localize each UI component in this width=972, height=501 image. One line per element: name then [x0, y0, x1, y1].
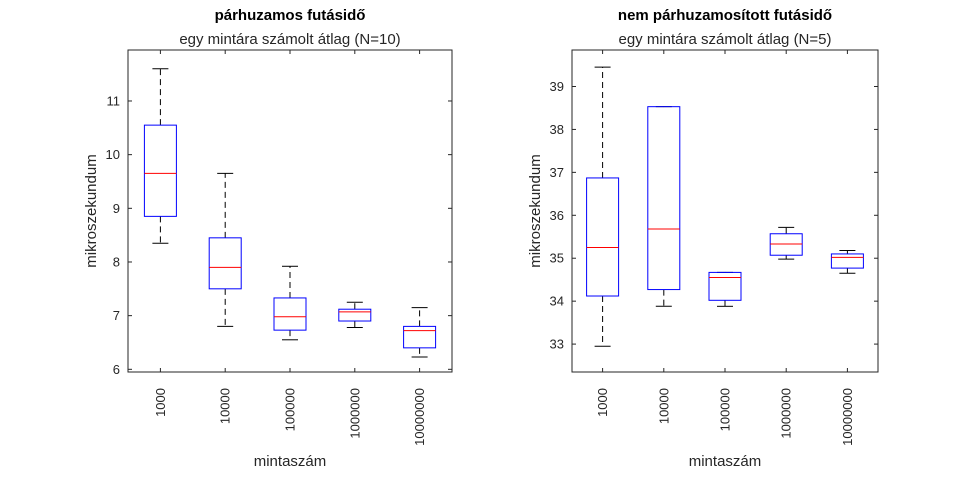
- left-x-tick-label: 1000000: [347, 388, 362, 439]
- left-boxes: [143, 68, 437, 358]
- left-x-tick-label: 10000: [218, 388, 233, 424]
- right-y-tick-label: 33: [550, 337, 564, 352]
- left-x-tick-label: 1000: [153, 388, 168, 417]
- left-x-tick-label: 10000000: [412, 388, 427, 446]
- left-chart-panel: párhuzamos futásidő egy mintára számolt …: [83, 7, 453, 470]
- box-iqr: [403, 325, 437, 349]
- right-x-tick-label: 10000: [656, 388, 671, 424]
- left-box-1000: [143, 68, 177, 244]
- right-y-tick-label: 35: [550, 251, 564, 266]
- left-y-tick-label: 10: [106, 147, 120, 162]
- right-box-100000: [708, 271, 742, 307]
- left-y-tick-label: 9: [113, 201, 120, 216]
- left-y-tick-label: 11: [107, 93, 121, 108]
- right-plot-area: [571, 49, 879, 373]
- right-x-axis-label: mintaszám: [689, 453, 762, 470]
- right-y-tick-label: 38: [550, 122, 564, 137]
- right-box-10000: [647, 106, 681, 307]
- box-iqr: [647, 106, 681, 291]
- box-iqr: [143, 124, 177, 217]
- left-y-tick-label: 7: [113, 308, 120, 323]
- left-plot-area: [127, 49, 453, 373]
- right-y-tick-label: 39: [550, 79, 564, 94]
- right-y-tick-label: 36: [550, 208, 564, 223]
- box-iqr: [708, 271, 742, 301]
- left-x-axis-label: mintaszám: [254, 453, 327, 470]
- right-x-tick-label: 1000: [595, 388, 610, 417]
- left-chart-title: párhuzamos futásidő: [215, 7, 366, 24]
- right-chart-title: nem párhuzamosított futásidő: [618, 7, 832, 24]
- left-y-axis-label: mikroszekundum: [83, 154, 100, 267]
- right-x-tick-label: 10000000: [840, 388, 855, 446]
- box-iqr: [830, 253, 864, 269]
- left-y-tick-label: 6: [113, 362, 120, 377]
- left-y-axis: 6 7 8 9 10 11: [106, 93, 452, 377]
- right-box-1000000: [769, 226, 803, 260]
- box-iqr: [273, 297, 307, 331]
- right-y-tick-label: 37: [550, 165, 564, 180]
- box-iqr: [208, 237, 242, 290]
- right-y-axis: 33 34 35 36 37 38 39: [550, 79, 878, 352]
- left-chart-subtitle: egy mintára számolt átlag (N=10): [179, 31, 400, 48]
- left-y-tick-label: 8: [113, 254, 120, 269]
- right-x-axis: 1000 10000 100000 1000000 10000000: [595, 50, 855, 446]
- box-iqr: [338, 308, 372, 322]
- right-y-axis-label: mikroszekundum: [527, 154, 544, 267]
- right-chart-panel: nem párhuzamosított futásidő egy mintára…: [527, 7, 879, 470]
- left-box-100000: [273, 265, 307, 341]
- right-chart-subtitle: egy mintára számolt átlag (N=5): [618, 31, 831, 48]
- right-x-tick-label: 1000000: [779, 388, 794, 439]
- right-boxes: [586, 66, 864, 347]
- right-y-tick-label: 34: [550, 294, 564, 309]
- left-x-tick-label: 100000: [283, 388, 298, 431]
- left-box-10000: [208, 172, 242, 327]
- right-box-10000000: [830, 249, 864, 274]
- right-box-1000: [586, 66, 620, 347]
- left-box-1000000: [338, 301, 372, 328]
- left-x-axis: 1000 10000 100000 1000000 10000000: [153, 50, 427, 446]
- right-x-tick-label: 100000: [718, 388, 733, 431]
- box-iqr: [586, 177, 620, 297]
- left-box-10000000: [403, 307, 437, 358]
